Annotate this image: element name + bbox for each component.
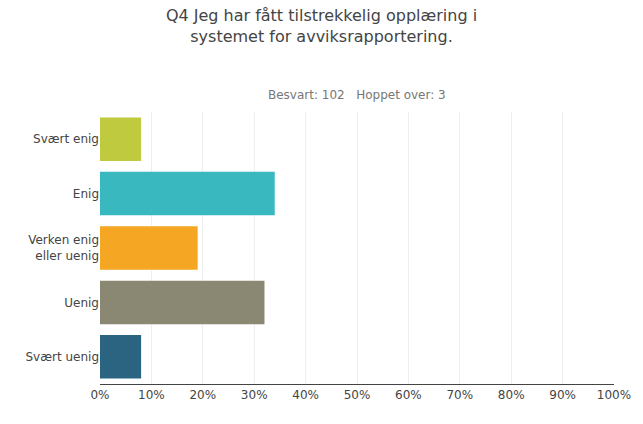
svg-text:70%: 70% <box>446 388 473 402</box>
svg-text:30%: 30% <box>241 388 268 402</box>
svg-text:80%: 80% <box>498 388 525 402</box>
svg-text:Q4 Jeg har fått tilstrekkelig: Q4 Jeg har fått tilstrekkelig opplæring … <box>166 6 477 46</box>
svg-text:Verken enigeller uenig: Verken enigeller uenig <box>28 233 99 263</box>
svg-text:50%: 50% <box>344 388 371 402</box>
svg-text:0%: 0% <box>90 388 109 402</box>
svg-text:Uenig: Uenig <box>64 296 99 310</box>
svg-text:100%: 100% <box>597 388 631 402</box>
svg-text:Enig: Enig <box>73 187 99 201</box>
svg-text:10%: 10% <box>138 388 165 402</box>
svg-text:Svært uenig: Svært uenig <box>26 350 100 364</box>
svg-text:90%: 90% <box>549 388 576 402</box>
svg-text:40%: 40% <box>292 388 319 402</box>
svg-text:60%: 60% <box>395 388 422 402</box>
svg-text:20%: 20% <box>189 388 216 402</box>
svg-text:Svært enig: Svært enig <box>33 132 99 146</box>
svg-text:Besvart: 102 Hoppet over: 3: Besvart: 102 Hoppet over: 3 <box>268 88 446 102</box>
